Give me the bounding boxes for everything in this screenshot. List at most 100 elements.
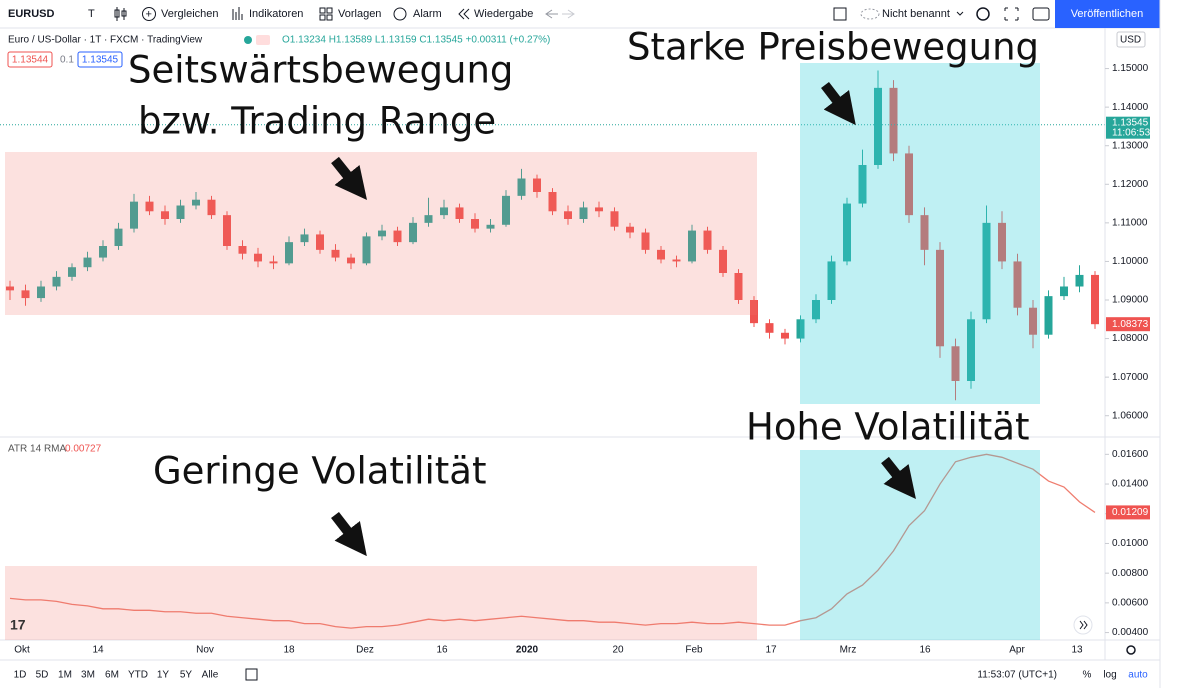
move-highlight (800, 63, 1040, 404)
annotation: Hohe Volatilität (746, 406, 1030, 449)
candle-body (254, 253, 262, 262)
candle-body (440, 207, 448, 216)
candle-body (936, 249, 944, 347)
y-tick-label: 0.01000 (1112, 538, 1149, 549)
y-tick-label: 0.00800 (1112, 568, 1149, 579)
candle-body (269, 261, 278, 264)
interval[interactable]: T (88, 8, 95, 20)
scale-option[interactable]: auto (1128, 670, 1148, 681)
bid[interactable]: 1.13544 (12, 55, 49, 66)
candle-body (595, 207, 603, 212)
templates-icon (319, 7, 333, 21)
candle-type-icon[interactable] (114, 7, 127, 21)
range-button[interactable]: 5Y (180, 670, 193, 681)
candle-body (114, 228, 123, 246)
candle-body (192, 199, 200, 206)
current-price-label: 1.13545 (1112, 117, 1149, 128)
y-tick-label: 1.11000 (1112, 217, 1148, 228)
atr-value-tag (1106, 505, 1150, 520)
settings-icon[interactable] (976, 7, 990, 21)
scroll-icon (1079, 620, 1088, 630)
alarm-icon (393, 7, 407, 21)
axis-settings[interactable] (1126, 645, 1136, 655)
publish-button[interactable] (1055, 0, 1160, 28)
atr-value-label: 0.01209 (1112, 507, 1149, 518)
select-checkbox[interactable] (833, 7, 847, 21)
candle-body (347, 257, 355, 264)
x-tick-label: 13 (1071, 645, 1083, 656)
x-tick-label: 17 (765, 645, 777, 656)
scale-option[interactable]: % (1083, 670, 1092, 681)
candle-body (719, 249, 727, 273)
candle-body (905, 153, 913, 216)
range-button[interactable]: YTD (128, 670, 148, 681)
candle-body (564, 211, 572, 219)
atr-pane (9, 453, 1096, 629)
ask-box[interactable] (77, 51, 123, 68)
y-tick-label: 1.14000 (1112, 102, 1149, 113)
layout-name[interactable]: Nicht benannt (882, 8, 950, 20)
candle-body (6, 286, 14, 291)
toolbar-button[interactable]: Vergleichen (161, 8, 219, 20)
candle-body (238, 246, 247, 254)
fullscreen-icon[interactable] (1004, 7, 1019, 21)
candle-body (285, 242, 293, 264)
candle-body (641, 232, 650, 250)
currency[interactable]: USD (1120, 35, 1141, 46)
bid-box[interactable] (7, 51, 53, 68)
x-tick-label: Feb (685, 645, 703, 656)
y-tick-label: 1.09000 (1112, 295, 1149, 306)
candle-body (99, 246, 107, 258)
y-tick-label: 1.08000 (1112, 333, 1149, 344)
indicators-icon (232, 7, 243, 20)
scale-option[interactable]: log (1103, 670, 1116, 681)
clock: 11:53:07 (UTC+1) (977, 670, 1057, 681)
x-tick-label: 16 (919, 645, 931, 656)
toolbar-button[interactable]: Wiedergabe (474, 8, 533, 20)
price-pane (0, 70, 1105, 401)
y-tick-label: 0.01400 (1112, 479, 1149, 490)
toolbar (0, 0, 1160, 28)
toolbar-button[interactable]: Alarm (413, 8, 442, 20)
annotation: Geringe Volatilität (153, 450, 486, 493)
candle-body (130, 201, 138, 229)
arrow (821, 81, 856, 126)
range-button[interactable]: 1Y (157, 670, 170, 681)
candle-body (486, 224, 495, 229)
x-tick-label: Dez (356, 645, 374, 656)
date-range-icon[interactable] (245, 668, 258, 681)
candle-body (83, 257, 92, 268)
publish-label[interactable]: Veröffentlichen (1071, 8, 1144, 20)
candle-body (951, 346, 960, 381)
x-tick-label: 16 (436, 645, 448, 656)
candle-body (223, 215, 231, 246)
layout-dropdown[interactable] (956, 11, 964, 16)
toolbar-button[interactable]: Indikatoren (249, 8, 303, 20)
range-button[interactable]: 1M (58, 670, 72, 681)
range-button[interactable]: 6M (105, 670, 119, 681)
x-tick-label: 14 (92, 645, 104, 656)
range-button[interactable]: 3M (81, 670, 95, 681)
redo-icon[interactable] (562, 9, 575, 19)
range-button[interactable]: 1D (14, 670, 27, 681)
candle-body (1044, 296, 1053, 335)
snapshot-icon[interactable] (1032, 7, 1050, 21)
range-button[interactable]: 5D (36, 670, 49, 681)
candle-body (1029, 307, 1037, 335)
candle-body (455, 207, 464, 219)
ask[interactable]: 1.13545 (82, 55, 119, 66)
y-tick-label: 0.00600 (1112, 598, 1149, 609)
candle-body (161, 211, 169, 219)
candle-body (626, 226, 634, 233)
undo-icon[interactable] (545, 9, 558, 19)
instrument-legend: Euro / US-Dollar · 1T · FXCM · TradingVi… (8, 35, 203, 46)
toolbar-button[interactable]: Vorlagen (338, 8, 381, 20)
range-button[interactable]: Alle (202, 670, 219, 681)
candle-body (533, 178, 541, 192)
current-time-label: 11:06:53 (1112, 127, 1151, 138)
symbol[interactable]: EURUSD (8, 8, 55, 20)
currency-box[interactable] (1116, 31, 1146, 48)
candle-body (1060, 286, 1068, 297)
